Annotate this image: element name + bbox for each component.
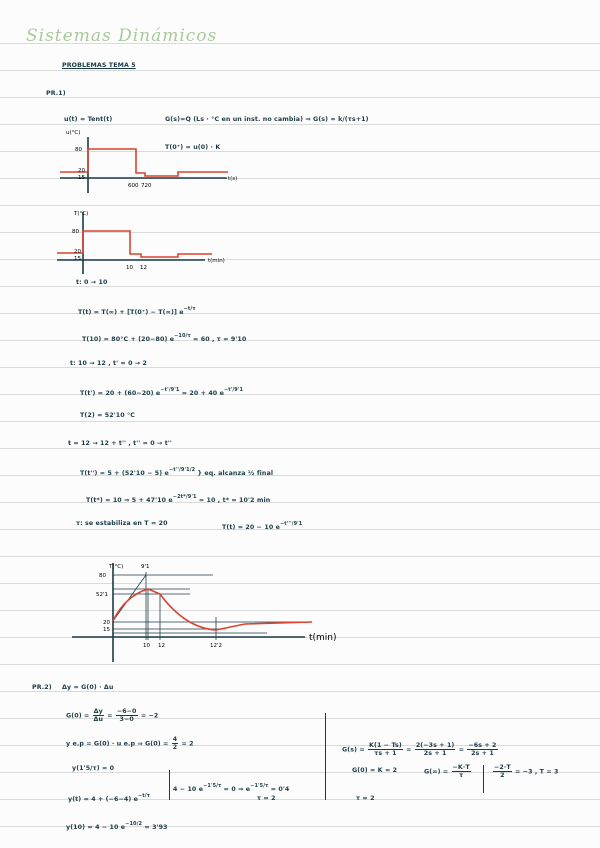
zero-time-constant: −2·T 2 = −3 , T = 3 — [493, 764, 559, 779]
interval-2: t: 10 → 12 , t' = 0 → 2 — [70, 360, 148, 367]
y-tick-label: 15 — [103, 627, 110, 633]
gain-k: G(0) = K = 2 — [352, 767, 398, 774]
input-step-curve — [60, 148, 228, 177]
ruled-line — [0, 394, 600, 395]
interval-1: t: 0 → 10 — [76, 279, 108, 286]
ruled-line — [0, 232, 600, 233]
temperature-response-curve — [112, 588, 313, 631]
tau-system: 4 − 10 e−1'5/τ = 0 ⇒ e−1'5/τ = 0'4 — [173, 783, 290, 793]
y-tick-label: 52'1 — [96, 592, 108, 598]
y-tick-label: 15 — [78, 175, 85, 181]
initial-condition: T(0⁺) = u(0) · K — [165, 144, 221, 151]
ruled-line — [0, 178, 600, 179]
x-axis-label: t(s) — [228, 176, 237, 182]
step-response: y(t) = 4 + (−6−4) e−t/τ — [68, 793, 151, 803]
response-at-10: y(10) = 4 − 10 e−10/2 = 3'93 — [66, 821, 168, 831]
temperature-curve — [57, 230, 212, 258]
problem-1-label: PR.1) — [46, 90, 66, 97]
ruled-line — [0, 205, 600, 206]
graph-input-u: u(°C) 80 20 15 600 720 t(s) — [60, 130, 237, 193]
problem-2-label: PR.2) — [32, 684, 52, 691]
ruled-line — [0, 448, 600, 449]
high-frequency-gain: G(∞) = −K·T τ — [424, 764, 471, 779]
ruled-line — [0, 151, 600, 152]
y-axis-label: u(°C) — [66, 130, 80, 136]
ruled-line — [0, 745, 600, 746]
ruled-line — [0, 340, 600, 341]
tau-label: 9'1 — [141, 564, 150, 570]
ruled-line — [0, 43, 600, 44]
x-tick-label: 12 — [140, 265, 147, 271]
y-tick-label: 80 — [75, 147, 82, 153]
ruled-line — [0, 691, 600, 692]
tau-value: τ = 2 — [356, 795, 375, 802]
zero-crossing-condition: y(1'5/τ) = 0 — [72, 765, 115, 772]
gain-relation: Δy = G(0) · Δu — [62, 684, 114, 691]
x-tick-label: 720 — [141, 183, 152, 189]
ruled-line — [0, 610, 600, 611]
x-tick-label: 600 — [128, 183, 139, 189]
brace — [483, 765, 484, 793]
ruled-line — [0, 664, 600, 665]
ruled-line — [0, 826, 600, 827]
tau-calculation: T(10) = 80°C + (20−80) e−10/τ = 60 , τ =… — [82, 333, 247, 343]
ruled-line — [0, 97, 600, 98]
y-tick-label: 80 — [72, 229, 79, 235]
tau-result: τ = 2 — [257, 795, 276, 802]
ruled-line — [0, 583, 600, 584]
x-tick-label: 12'2 — [210, 643, 222, 649]
divider-bracket — [325, 713, 326, 800]
interval-3: t = 12 → 12 + t'' , t'' = 0 → t'' — [68, 440, 172, 447]
y-tick-label: 80 — [99, 573, 106, 579]
input-definition: u(t) = Tent(t) — [64, 116, 113, 123]
x-axis-label: t(min) — [208, 258, 225, 264]
x-tick-label: 12 — [158, 643, 165, 649]
y-tick-label: 20 — [74, 249, 81, 255]
ruled-line — [0, 313, 600, 314]
final-response: T(t) = 20 − 10 e−t'''/9'1 — [222, 521, 303, 531]
ruled-line — [0, 286, 600, 287]
x-axis-label: t(min) — [309, 633, 337, 643]
response-interval-3: T(t'') = 5 + (52'10 − 5) e−t''/9'1/2 } e… — [80, 467, 274, 477]
time-to-10: T(t*) = 10 ⇒ 5 + 47'10 e−2t*/9'1 = 10 , … — [86, 494, 271, 504]
ruled-line — [0, 529, 600, 530]
response-interval-2: T(t') = 20 + (60−20) e−t'/9'1 = 20 + 40 … — [80, 387, 244, 397]
y-axis-label: T(°C) — [73, 211, 88, 217]
transfer-function: G(s) = K(1 − Ts) τs + 1 = 2(−3s + 1) 2s + … — [342, 742, 498, 757]
x-tick-label: 10 — [143, 643, 150, 649]
y-tick-label: 15 — [74, 256, 81, 262]
page-title: Sistemas Dinámicos — [26, 26, 218, 46]
ruled-line — [0, 475, 600, 476]
static-gain: G(0) = Δy Δu = −6−0 3−0 = −2 — [66, 708, 159, 723]
ruled-line — [0, 124, 600, 125]
ruled-line — [0, 718, 600, 719]
y-axis-label: T(°C) — [108, 564, 123, 570]
x-tick-label: 10 — [126, 265, 133, 271]
ruled-line — [0, 259, 600, 260]
ruled-line — [0, 556, 600, 557]
temperature-at-2: T(2) = 52'10 °C — [80, 412, 136, 419]
ruled-line — [0, 70, 600, 71]
ruled-line — [0, 502, 600, 503]
graph-temperature-response: T(°C) 9'1 80 52'1 20 15 10 12 12'2 t(min… — [72, 563, 337, 662]
ruled-line — [0, 772, 600, 773]
y-tick-label: 20 — [103, 620, 110, 626]
transfer-note: G(s)=Q (Ls · °C en un inst. no cambia) ⇒… — [165, 116, 369, 123]
section-heading: PROBLEMAS TEMA 5 — [62, 62, 136, 69]
general-solution: T(t) = T(∞) + [T(0⁺) − T(∞)] e−t/τ — [78, 306, 196, 316]
y-tick-label: 20 — [78, 168, 85, 174]
graph-temperature-ideal: T(°C) 80 20 15 10 12 t(min) — [57, 211, 225, 274]
ruled-line — [0, 367, 600, 368]
ruled-line — [0, 421, 600, 422]
stabilization-note: τ: se estabiliza en T = 20 — [76, 520, 168, 527]
brace — [169, 770, 170, 800]
ruled-line — [0, 799, 600, 800]
